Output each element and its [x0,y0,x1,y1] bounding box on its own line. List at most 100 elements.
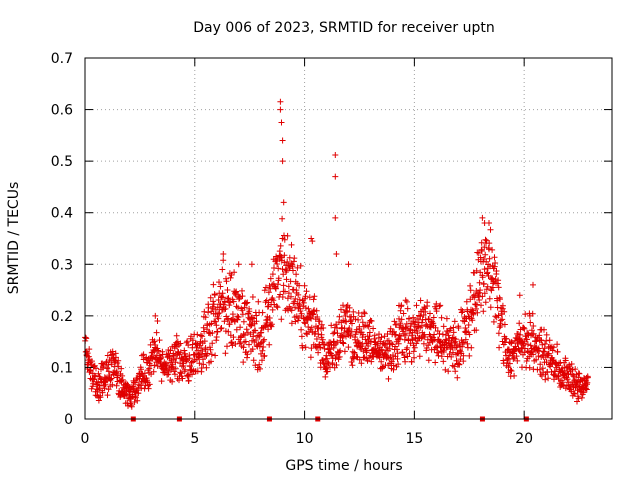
plot-frame [84,57,613,420]
data-point [237,324,244,331]
data-point [259,347,266,354]
data-point [156,337,163,344]
data-point [465,322,472,328]
data-point [332,214,339,221]
data-point [497,317,504,324]
data-point [182,366,189,373]
data-point [299,344,306,351]
data-point [371,338,378,345]
data-point [318,321,325,328]
data-point [297,308,304,314]
data-point [503,335,510,342]
data-point [104,365,111,372]
data-point [386,345,393,352]
data-point [490,318,497,325]
data-point [97,394,104,401]
data-point [476,289,483,296]
data-point [533,356,540,363]
data-point [169,378,176,385]
data-point [308,235,315,242]
data-point [569,366,576,373]
data-point [489,246,496,253]
data-point [474,301,480,308]
data-point [242,338,249,345]
data-point [229,342,236,349]
data-point [231,269,238,276]
data-point [185,342,192,349]
data-point [410,348,417,355]
data-point [240,359,247,366]
data-point [138,366,145,373]
data-point [497,322,504,329]
data-point [458,306,465,313]
data-point [253,312,260,319]
data-point [313,336,320,342]
data-point [246,341,252,348]
data-point [213,334,220,340]
data-point [496,344,503,351]
data-point [208,351,215,358]
data-point [368,318,375,324]
data-point [253,337,259,343]
data-point [257,365,263,372]
data-point [265,289,272,296]
data-point [453,357,460,364]
data-point [480,280,487,287]
data-point [202,345,209,351]
data-point [513,353,520,360]
data-point [394,346,400,353]
data-point [302,320,309,327]
data-point [220,294,226,301]
data-point [537,361,544,368]
data-point [292,304,298,311]
data-point [437,302,444,309]
data-point [281,252,288,259]
data-point [568,361,575,367]
data-point [247,322,254,329]
data-point [101,385,108,392]
data-point [211,292,218,298]
data-point [530,351,537,358]
data-point [97,375,104,382]
data-point [104,392,111,399]
data-point [477,287,484,294]
data-point [109,381,116,388]
data-point [481,290,488,297]
data-point [95,370,102,377]
data-point [387,325,394,332]
data-point [413,302,420,309]
data-point [201,338,208,345]
data-point [266,341,273,348]
y-tick-label: 0.4 [51,206,73,222]
data-point [199,333,206,340]
data-point [360,331,367,338]
data-point [240,331,247,337]
data-point [479,214,486,221]
data-point [432,359,439,366]
data-point [467,282,474,289]
data-point [108,375,115,382]
data-point [573,380,580,387]
data-point [279,266,286,273]
data-point [554,341,561,348]
data-point [178,370,185,377]
data-point [155,348,162,354]
data-point [88,358,95,365]
data-point [154,318,161,324]
data-point [270,297,277,304]
data-point [288,307,295,314]
data-point [225,328,232,335]
data-point [319,356,326,363]
data-point [454,374,461,381]
data-point [141,370,148,377]
data-point [379,364,386,371]
data-point [134,397,141,404]
data-point [301,295,308,302]
data-point [445,332,452,339]
data-point [185,377,192,384]
data-point [425,357,432,364]
x-tick-label: 5 [190,431,199,447]
data-point [385,375,392,382]
data-point [342,313,349,319]
